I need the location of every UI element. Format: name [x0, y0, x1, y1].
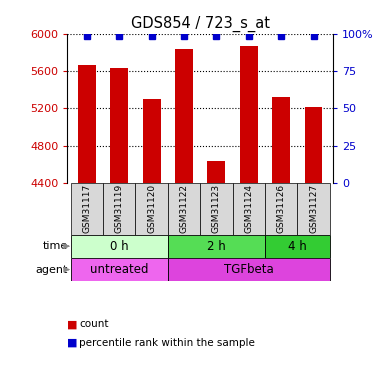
Bar [70, 183, 103, 234]
Text: 4 h: 4 h [288, 240, 307, 253]
Text: untreated: untreated [90, 263, 149, 276]
Text: TGFbeta: TGFbeta [224, 263, 274, 276]
Text: GSM31120: GSM31120 [147, 184, 156, 233]
Bar [70, 234, 168, 258]
Text: count: count [79, 320, 109, 329]
Bar [168, 258, 330, 281]
Bar [265, 183, 297, 234]
Text: 2 h: 2 h [207, 240, 226, 253]
Bar [168, 234, 265, 258]
Text: GSM31119: GSM31119 [115, 184, 124, 234]
Bar [240, 46, 258, 183]
Text: agent: agent [36, 265, 68, 274]
Bar [208, 161, 225, 183]
Bar [70, 258, 168, 281]
Bar [272, 97, 290, 183]
Text: percentile rank within the sample: percentile rank within the sample [79, 338, 255, 348]
Bar [265, 234, 330, 258]
Bar [168, 183, 200, 234]
Bar [110, 68, 128, 183]
Text: ■: ■ [67, 320, 78, 329]
Bar [200, 183, 233, 234]
Bar [143, 99, 161, 183]
Text: time: time [43, 241, 68, 251]
Bar [305, 106, 323, 183]
Text: GSM31127: GSM31127 [309, 184, 318, 233]
Text: 0 h: 0 h [110, 240, 129, 253]
Bar [136, 183, 168, 234]
Text: GSM31117: GSM31117 [82, 184, 91, 234]
Bar [103, 183, 136, 234]
Text: GSM31124: GSM31124 [244, 184, 253, 233]
Bar [233, 183, 265, 234]
Bar [78, 64, 96, 183]
Text: ■: ■ [67, 338, 78, 348]
Text: GSM31123: GSM31123 [212, 184, 221, 233]
Text: GSM31126: GSM31126 [277, 184, 286, 233]
Bar [175, 49, 193, 183]
Bar [297, 183, 330, 234]
Text: GSM31122: GSM31122 [179, 184, 189, 233]
Title: GDS854 / 723_s_at: GDS854 / 723_s_at [131, 16, 270, 32]
